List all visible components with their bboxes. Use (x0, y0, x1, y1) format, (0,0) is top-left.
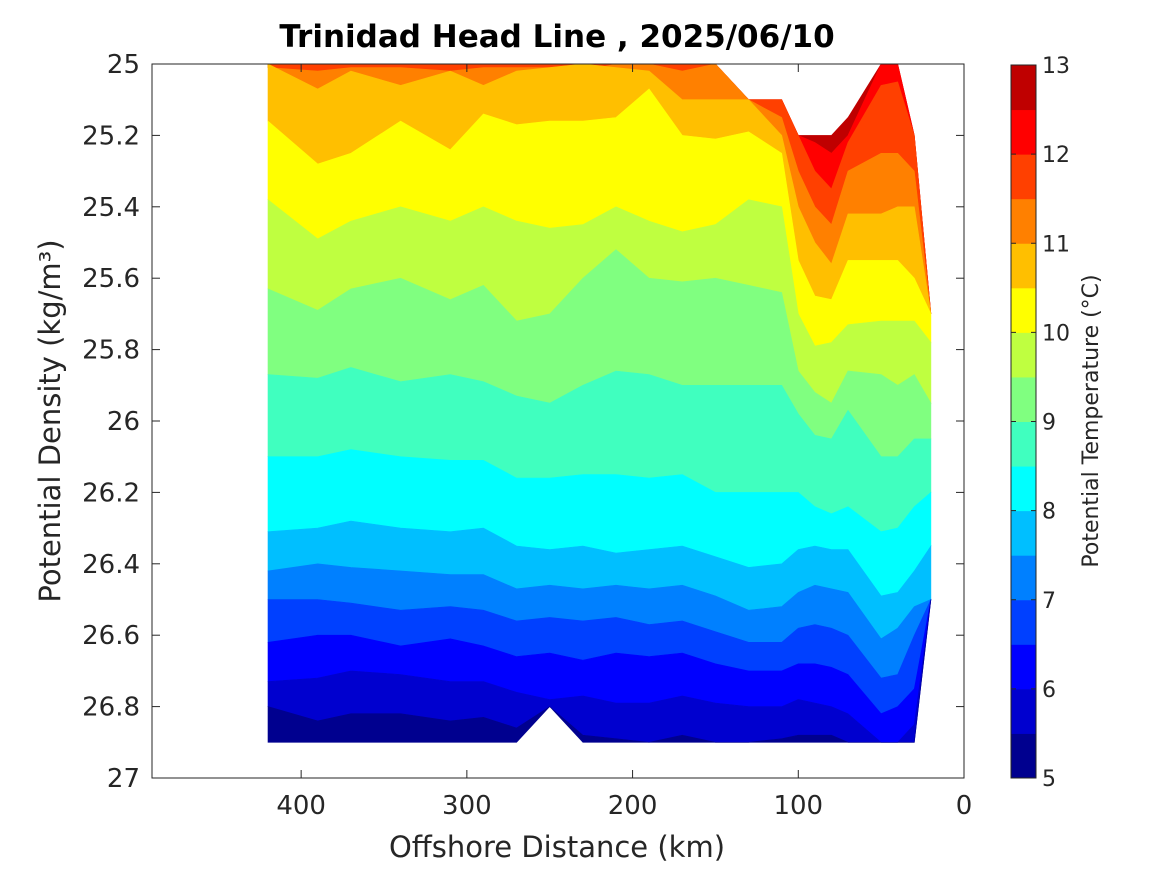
y-axis: 25 25.2 25.4 25.6 25.8 26 26.2 26.4 26.6 26.8 27 (82, 50, 964, 794)
y-tick-label: 26.4 (82, 550, 140, 580)
y-tick-label: 26 (107, 407, 140, 437)
colorbar-segment (1011, 421, 1036, 467)
x-tick-label: 0 (956, 791, 973, 821)
colorbar-segment (1011, 644, 1036, 690)
chart-title: Trinidad Head Line , 2025/06/10 (279, 19, 834, 55)
y-tick-label: 25.2 (82, 121, 140, 151)
colorbar-segment (1011, 510, 1036, 556)
colorbar-segment (1011, 688, 1036, 734)
colorbar-segment (1011, 555, 1036, 601)
colorbar-segment (1011, 287, 1036, 333)
colorbar-tick-label: 6 (1042, 678, 1056, 703)
colorbar-segment (1011, 466, 1036, 512)
temperature-band-5-25 (267, 599, 932, 743)
colorbar-segment (1011, 599, 1036, 645)
x-tick-label: 400 (276, 791, 326, 821)
y-tick-label: 25.6 (82, 264, 140, 294)
colorbar-segment (1011, 198, 1036, 244)
colorbar: 5 6 7 8 9 10 11 12 13 (1010, 54, 1070, 792)
colorbar-segment (1011, 243, 1036, 289)
x-tick-label: 100 (773, 791, 823, 821)
x-tick-label: 300 (442, 791, 492, 821)
colorbar-tick-label: 9 (1042, 411, 1056, 436)
colorbar-tick-label: 12 (1042, 143, 1070, 168)
y-tick-label: 25 (107, 50, 140, 80)
x-axis-label: Offshore Distance (km) (389, 830, 725, 864)
colorbar-label: Potential Temperature (°C) (1079, 274, 1104, 567)
colorbar-segment (1011, 65, 1036, 111)
y-tick-label: 26.6 (82, 621, 140, 651)
y-tick-label: 26.2 (82, 478, 140, 508)
colorbar-tick-label: 7 (1042, 589, 1056, 614)
y-tick-label: 26.8 (82, 693, 140, 723)
colorbar-tick-label: 13 (1042, 54, 1070, 79)
colorbar-segment (1011, 376, 1036, 422)
plot-area (267, 63, 932, 743)
colorbar-segment (1011, 332, 1036, 378)
colorbar-tick-label: 10 (1042, 321, 1070, 346)
colorbar-tick-label: 8 (1042, 500, 1056, 525)
y-axis-label: Potential Density (kg/m³) (33, 239, 67, 602)
colorbar-segment (1011, 733, 1036, 779)
colorbar-segment (1011, 109, 1036, 155)
x-axis: 400 300 200 100 0 (276, 64, 972, 821)
x-tick-label: 200 (608, 791, 658, 821)
colorbar-tick-label: 11 (1042, 232, 1070, 257)
y-tick-label: 25.8 (82, 336, 140, 366)
colorbar-tick-label: 5 (1042, 767, 1056, 792)
y-tick-label: 25.4 (82, 193, 140, 223)
y-tick-label: 27 (107, 764, 140, 794)
colorbar-segment (1011, 154, 1036, 200)
